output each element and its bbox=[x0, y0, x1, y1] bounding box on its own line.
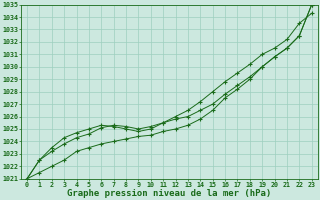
X-axis label: Graphe pression niveau de la mer (hPa): Graphe pression niveau de la mer (hPa) bbox=[67, 189, 271, 198]
